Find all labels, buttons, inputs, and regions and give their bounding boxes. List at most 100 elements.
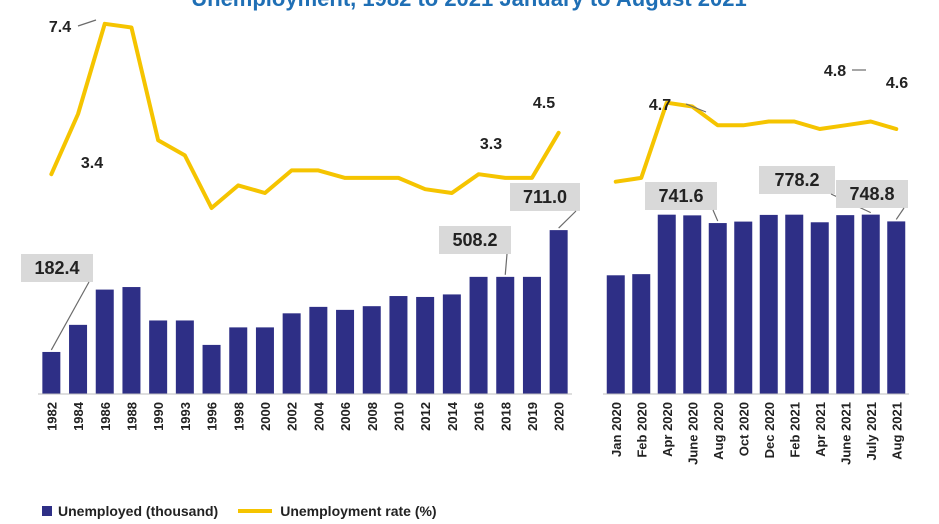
- bar: [389, 296, 408, 394]
- legend-bars-label: Unemployed (thousand): [58, 503, 219, 519]
- rate-data-label: 3.4: [81, 155, 103, 172]
- label-leader: [558, 210, 577, 229]
- chart-title: Unemployment, 1982 to 2021 January to Au…: [191, 0, 747, 11]
- legend-line-label: Unemployment rate (%): [280, 503, 437, 519]
- bar: [657, 214, 676, 394]
- bars-layer: [42, 214, 906, 394]
- x-axis: 1982 1984 1986 1988 1990 1993 1996 1998 2000 2002…: [38, 393, 909, 465]
- x-tick-label: 1982: [44, 402, 59, 431]
- x-tick-label: 2020: [552, 402, 567, 431]
- x-tick-label: 2010: [391, 402, 406, 431]
- bar-data-label: 182.4: [34, 258, 79, 278]
- label-leader: [50, 281, 90, 351]
- x-tick-label: Aug 2021: [889, 402, 904, 460]
- x-tick-label: Feb 2021: [787, 402, 802, 458]
- bar: [442, 294, 461, 394]
- rate-line-layer: [49, 21, 899, 210]
- legend: Unemployed (thousand) Unemployment rate …: [42, 499, 437, 523]
- bar: [255, 327, 274, 394]
- bar: [42, 351, 61, 394]
- x-tick-label: 2016: [472, 402, 487, 431]
- label-leader: [895, 207, 905, 220]
- bar-data-label: 778.2: [774, 170, 819, 190]
- bar: [522, 276, 541, 394]
- x-tick-label: 1984: [71, 401, 86, 431]
- label-leader: [685, 103, 707, 113]
- bar: [416, 296, 435, 394]
- bar: [836, 215, 855, 394]
- x-tick-label: Jan 2020: [609, 402, 624, 457]
- x-tick-label: 2002: [285, 402, 300, 431]
- bar-label-box: [645, 182, 717, 210]
- x-tick-label: 2004: [311, 401, 326, 431]
- x-tick-label: Aug 2020: [711, 402, 726, 460]
- bar: [95, 289, 114, 394]
- rate-line: [613, 100, 899, 184]
- bar: [122, 287, 141, 394]
- bar: [282, 313, 301, 394]
- x-tick-label: July 2021: [864, 402, 879, 461]
- bar: [69, 324, 88, 394]
- x-tick-label: June 2021: [838, 402, 853, 465]
- x-tick-label: Apr 2021: [813, 402, 828, 457]
- x-tick-label: Feb 2020: [634, 402, 649, 458]
- bar: [759, 214, 778, 394]
- bar: [362, 306, 381, 394]
- x-tick-label: June 2020: [685, 402, 700, 465]
- bar: [887, 221, 906, 394]
- data-labels-layer: 7.4 3.4 3.3 4.5 4.7 4.8 4.6 182.4 508.2 711.0 741.…: [21, 19, 908, 351]
- bar: [861, 214, 880, 394]
- x-tick-label: 2014: [445, 401, 460, 431]
- bar: [708, 223, 727, 394]
- bar: [229, 327, 248, 394]
- bar-data-label: 508.2: [452, 230, 497, 250]
- bar: [632, 274, 651, 394]
- x-tick-label: 1988: [124, 402, 139, 431]
- x-tick-label: 2012: [418, 402, 433, 431]
- bar: [683, 215, 702, 394]
- x-tick-label: 2000: [258, 402, 273, 431]
- bar: [496, 276, 515, 394]
- x-tick-label: 2008: [365, 402, 380, 431]
- bar-label-box: [759, 166, 835, 194]
- x-tick-label: Oct 2020: [736, 402, 751, 456]
- x-tick-label: 2006: [338, 402, 353, 431]
- x-tick-label: Apr 2020: [660, 402, 675, 457]
- bar-label-box: [510, 183, 580, 211]
- x-tick-label: Dec 2020: [762, 402, 777, 458]
- x-tick-label: 2019: [525, 402, 540, 431]
- label-leader: [504, 253, 508, 275]
- bar: [202, 344, 221, 394]
- legend-bars-swatch: [42, 506, 52, 516]
- bar-data-label: 741.6: [658, 186, 703, 206]
- label-leader: [712, 209, 719, 222]
- bar: [549, 230, 568, 394]
- bar: [149, 320, 168, 394]
- bar: [469, 276, 488, 394]
- x-tick-label: 1993: [178, 402, 193, 431]
- rate-data-label: 4.5: [533, 95, 555, 112]
- rate-data-label: 4.8: [824, 63, 846, 80]
- rate-data-label: 4.7: [649, 97, 671, 114]
- x-tick-label: 2018: [498, 402, 513, 431]
- rate-line: [49, 21, 561, 210]
- bar-label-box: [21, 254, 93, 282]
- bar-data-label: 748.8: [849, 184, 894, 204]
- rate-data-label: 3.3: [480, 136, 502, 153]
- rate-data-label: 7.4: [49, 19, 71, 36]
- bar: [336, 309, 355, 394]
- bar: [810, 222, 829, 394]
- x-tick-label: 1998: [231, 402, 246, 431]
- bar-data-label: 711.0: [523, 187, 567, 207]
- x-tick-label: 1986: [98, 402, 113, 431]
- bar: [175, 320, 194, 394]
- x-tick-label: 1996: [205, 402, 220, 431]
- x-tick-label: 1990: [151, 402, 166, 431]
- bar: [734, 221, 753, 394]
- bar-label-box: [439, 226, 511, 254]
- bar: [785, 214, 804, 394]
- legend-line-swatch: [238, 509, 273, 513]
- rate-data-label: 4.6: [886, 75, 908, 92]
- label-leader: [77, 19, 97, 27]
